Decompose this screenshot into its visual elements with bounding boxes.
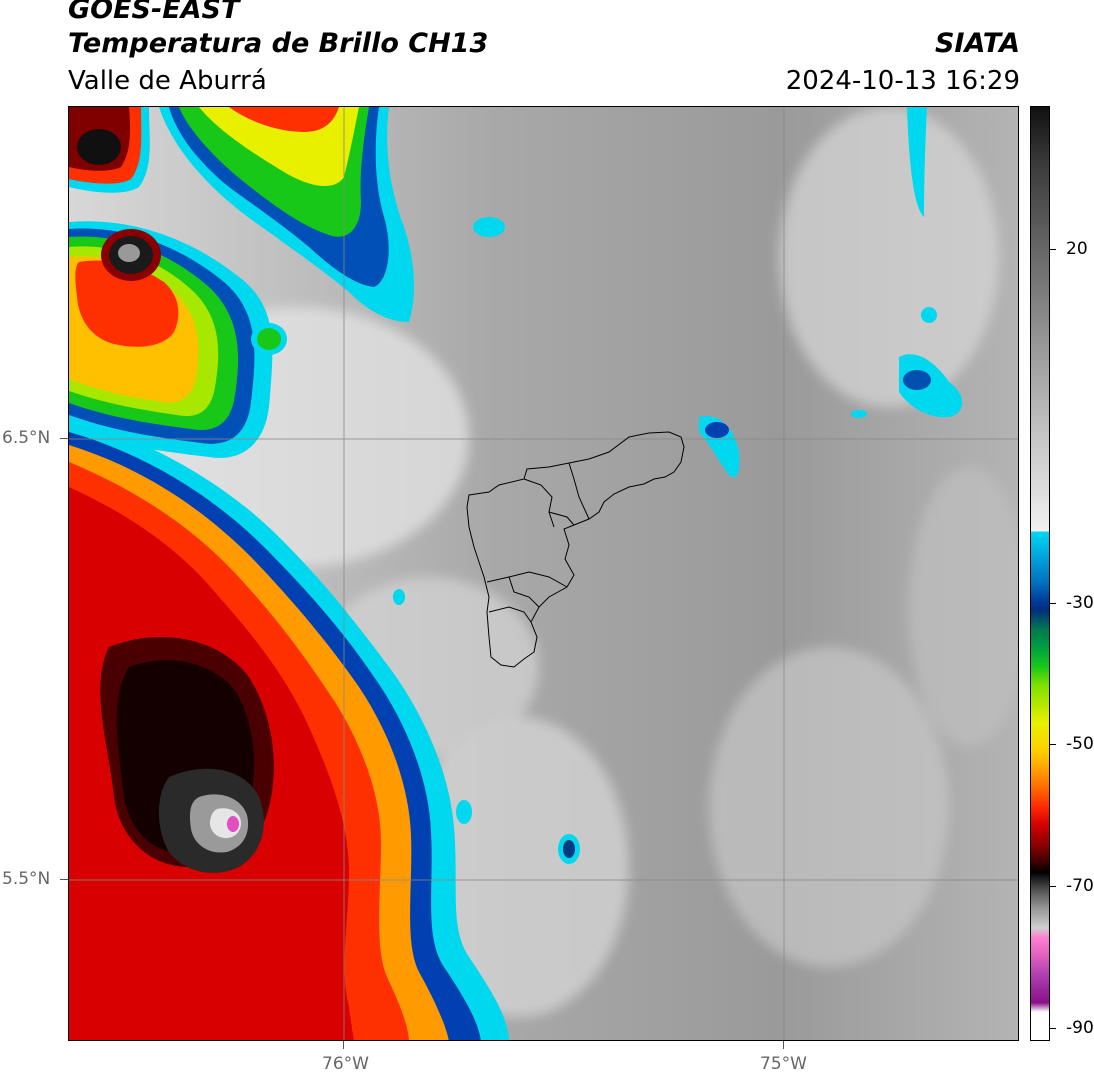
lat-label-5-5: 5.5°N [2, 869, 51, 889]
colorbar-label-minus50: -50 [1066, 734, 1094, 754]
lon-label-75w: 75°W [760, 1054, 807, 1074]
coldest-spot [227, 816, 239, 832]
colorbar-label-minus70: -70 [1066, 876, 1094, 896]
colorbar-label-minus90: -90 [1066, 1018, 1094, 1038]
colorbar-tick [1050, 886, 1056, 887]
colorbar-label-20: 20 [1066, 239, 1088, 259]
colorbar-tick [1050, 744, 1056, 745]
storm-northwest [69, 221, 273, 458]
region-subtitle: Valle de Aburrá [68, 66, 267, 96]
storm-southwest [69, 417, 509, 1040]
colorbar-tick [1050, 603, 1056, 604]
satellite-map[interactable] [68, 106, 1019, 1041]
brand-label: SIATA [934, 28, 1020, 59]
colorbar-tick [1050, 1028, 1056, 1029]
lon-label-76w: 76°W [322, 1054, 369, 1074]
storm-corner [69, 107, 150, 193]
map-canvas [69, 107, 1018, 1040]
colorbar-tick [1050, 249, 1056, 250]
light-clouds [129, 107, 1018, 1017]
title-product: Temperatura de Brillo CH13 [68, 28, 489, 59]
storm-top-band [159, 107, 414, 322]
title-satellite: GOES-EAST [68, 0, 240, 25]
lon-tick [343, 1041, 344, 1049]
colorbar-label-minus30: -30 [1066, 593, 1094, 613]
lon-tick [783, 1041, 784, 1049]
lat-tick [60, 879, 68, 880]
small-cells [251, 107, 963, 864]
lat-label-6-5: 6.5°N [2, 428, 51, 448]
colorbar [1030, 106, 1050, 1041]
graticule [69, 107, 1018, 1040]
datetime-label: 2024-10-13 16:29 [785, 66, 1020, 96]
region-outline [466, 431, 685, 668]
lat-tick [60, 438, 68, 439]
